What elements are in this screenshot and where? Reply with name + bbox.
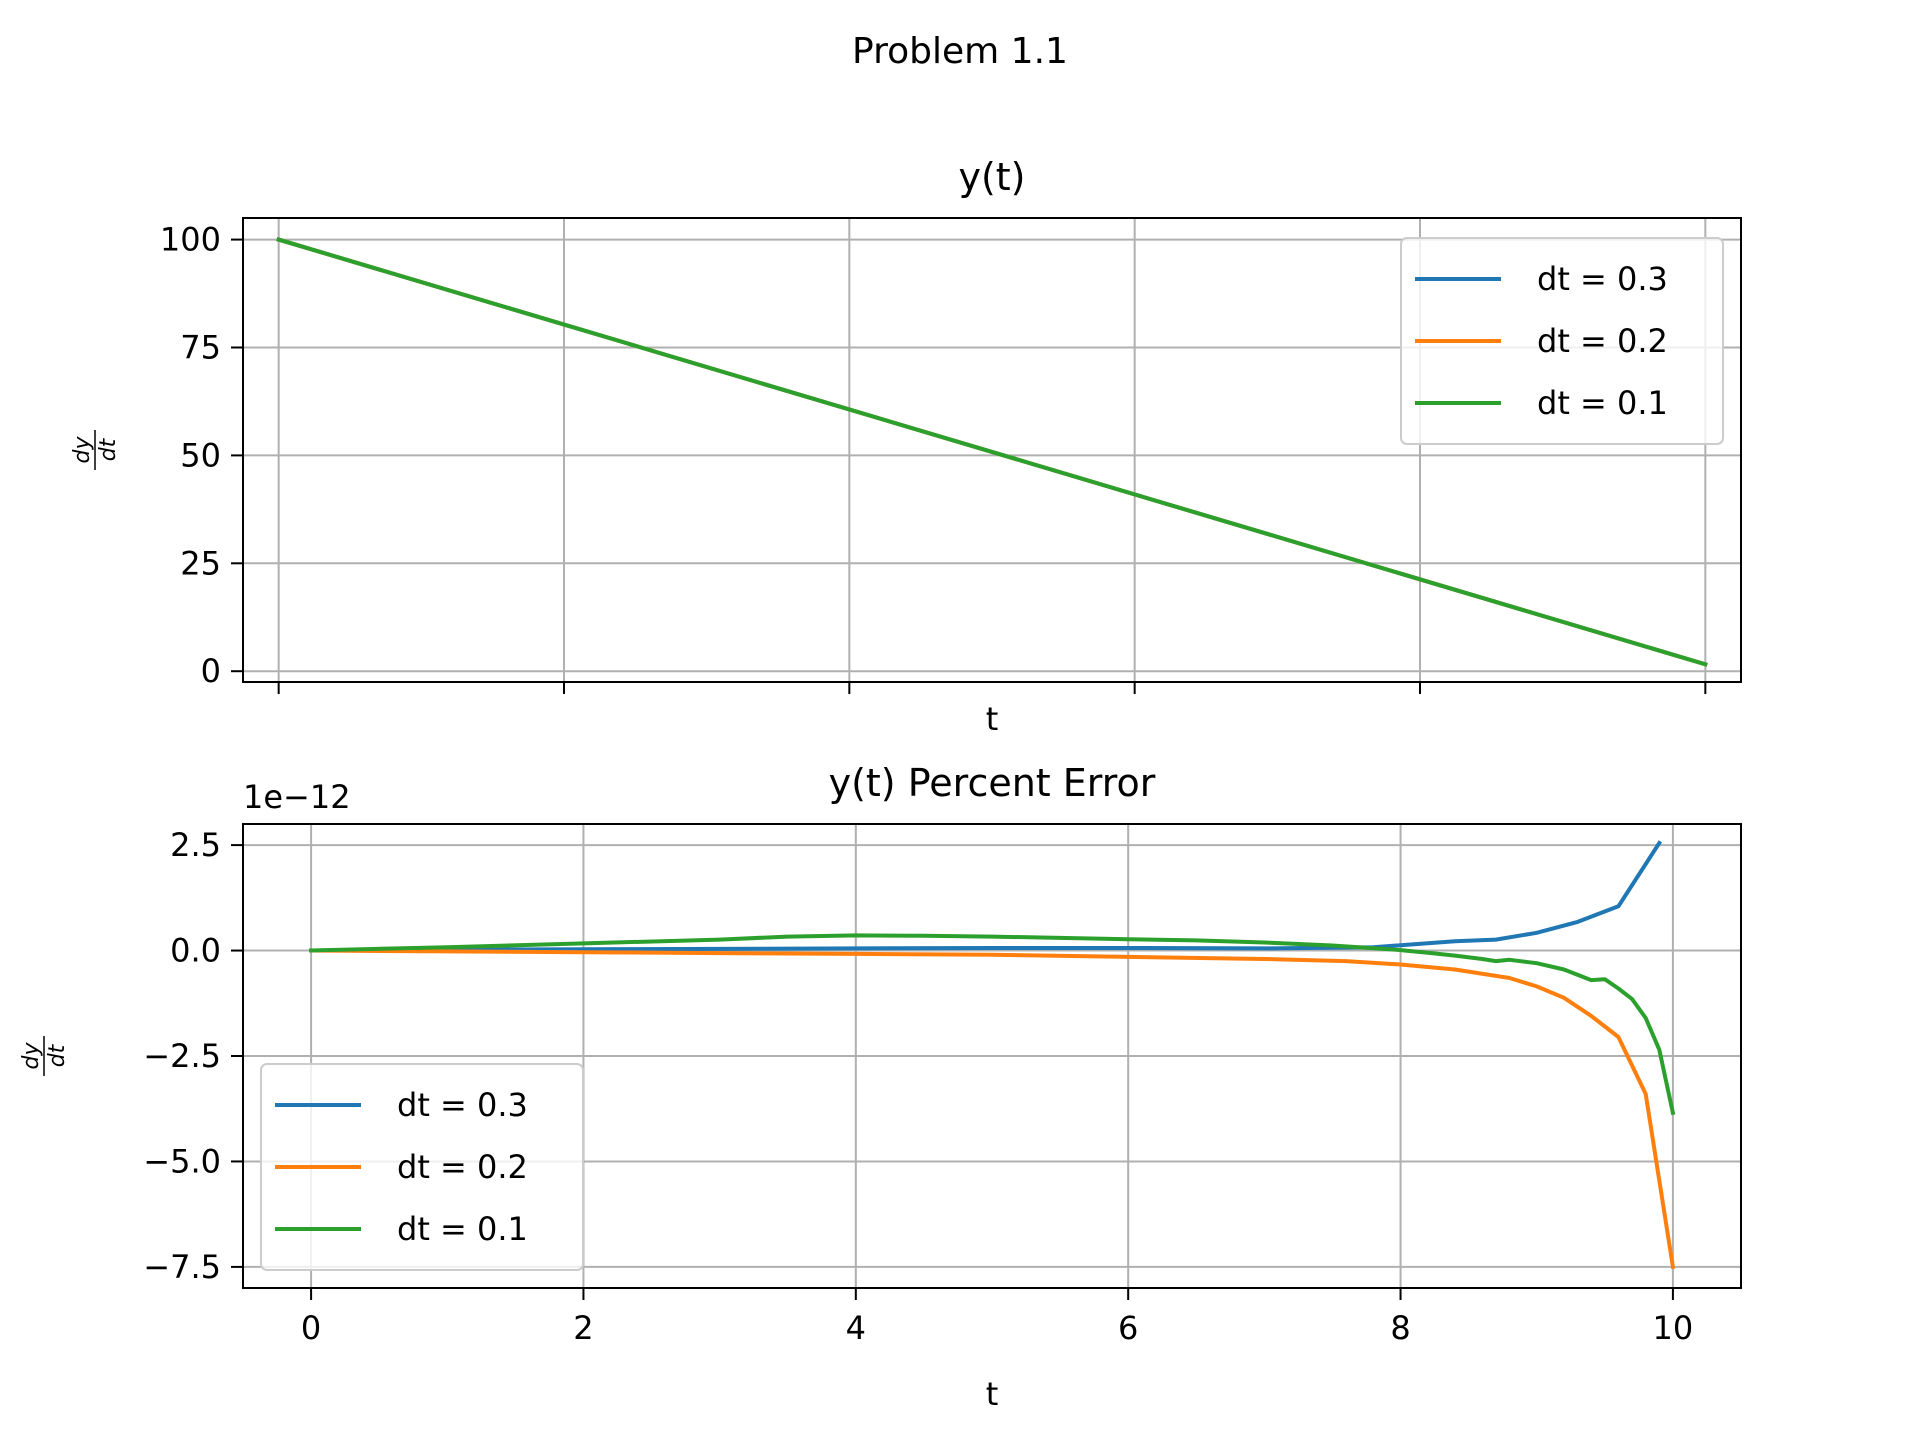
y-tick-label: 50 [180,436,221,474]
y-tick-label: 75 [180,328,221,366]
axes-title: y(t) Percent Error [829,761,1156,805]
y-tick-label: −7.5 [143,1248,221,1286]
legend-label-1: dt = 0.3 [397,1086,528,1124]
legend: dt = 0.3 dt = 0.2 dt = 0.1 [1400,237,1724,445]
legend-label-1: dt = 0.3 [1537,260,1668,298]
legend-label-3: dt = 0.1 [397,1210,528,1248]
x-tick-label: 10 [1653,1309,1694,1347]
x-axis-label: t [986,1375,999,1413]
x-tick-label: 2 [573,1309,593,1347]
y-axis-label-denominator: dt [96,437,121,461]
legend-frame [260,1063,584,1271]
y-tick-label: 0 [201,652,221,690]
y-tick-label: −2.5 [143,1037,221,1075]
x-axis-label: t [986,700,999,738]
legend: dt = 0.3 dt = 0.2 dt = 0.1 [260,1063,584,1271]
axes-title: y(t) [958,155,1025,199]
legend-frame [1400,237,1724,445]
y-tick-label: 0.0 [170,932,221,970]
y-axis-label: dy dt [19,1036,70,1076]
y-tick-label: 100 [160,221,221,259]
x-tick-label: 4 [846,1309,866,1347]
series-line-3 [276,237,1708,667]
y-tick-label: 2.5 [170,826,221,864]
y-axis-label-denominator: dt [45,1043,70,1067]
y-axis-label-numerator: dy [70,436,95,464]
series-line-1 [309,840,1663,953]
legend-label-2: dt = 0.2 [1537,322,1668,360]
y-axis-label-numerator: dy [19,1042,44,1070]
legend-label-2: dt = 0.2 [397,1148,528,1186]
series-line-3 [309,933,1676,1116]
x-tick-label: 6 [1118,1309,1138,1347]
x-tick-label: 8 [1390,1309,1410,1347]
y-axis-label: dy dt [70,430,121,470]
y-tick-label: −5.0 [143,1142,221,1180]
legend-label-3: dt = 0.1 [1537,384,1668,422]
axes-percent-error: 0 2 4 6 8 10 2.5 0.0 −2.5 −5.0 −7.5 y(t) Percent Er… [19,761,1742,1413]
axes-frame [242,217,1742,683]
figure-suptitle: Problem 1.1 [852,31,1068,72]
x-tick-label: 0 [301,1309,321,1347]
y-tick-label: 25 [180,544,221,582]
series-line-2 [309,948,1676,1270]
y-offset-label: 1e−12 [243,778,351,816]
